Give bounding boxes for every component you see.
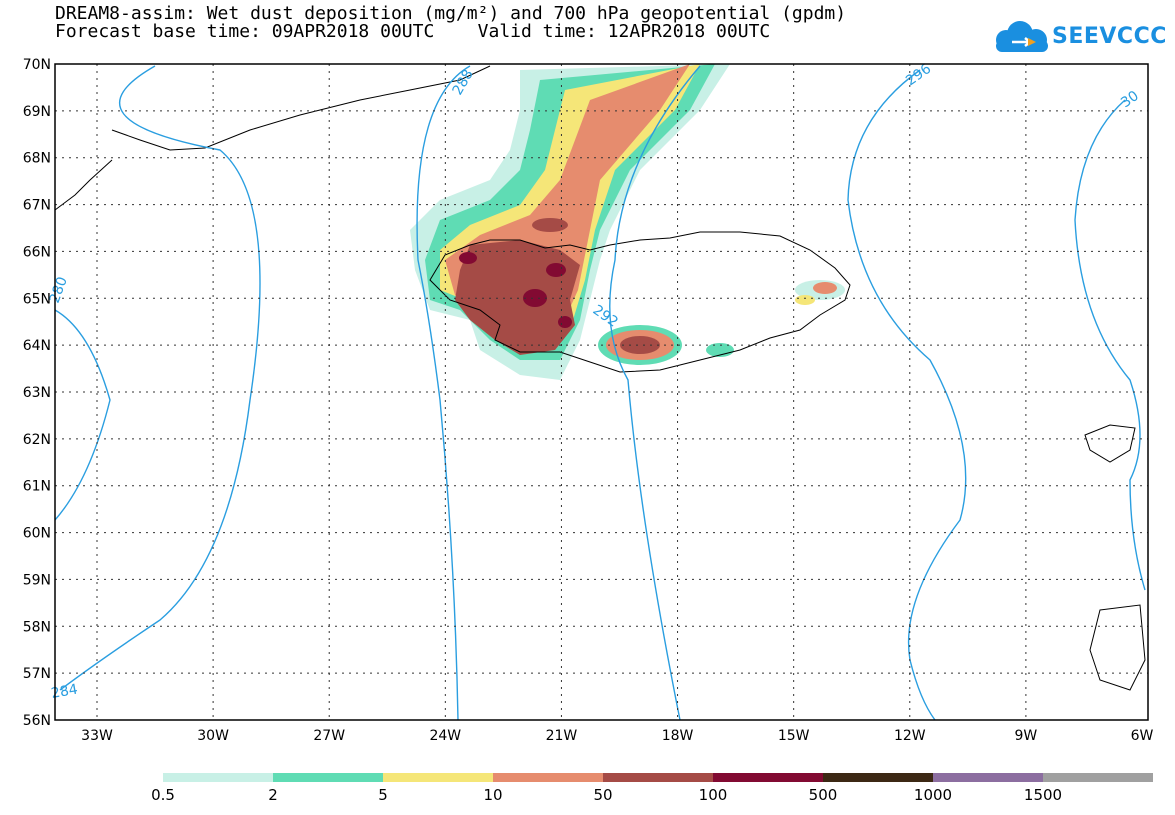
colorbar-swatch [713,773,823,782]
colorbar-label: 5 [378,786,388,804]
lon-label: 15W [778,728,810,744]
lon-label: 9W [1015,728,1038,744]
forecast-time-subtitle: Forecast base time: 09APR2018 00UTC Vali… [55,21,771,42]
colorbar-label: 1000 [913,786,953,804]
contour-label-288: 288 [450,67,477,98]
logo-text: SEEVCCC [1052,24,1167,49]
colorbar-label: 50 [593,786,613,804]
lat-label: 68N [23,151,51,167]
dust-deposition-field [410,64,845,380]
lat-label: 59N [23,572,51,588]
colorbar-swatch [273,773,383,782]
colorbar-swatch [933,773,1043,782]
contour-label-292: 292 [590,302,621,330]
gridlines [55,64,1148,720]
colorbar-swatch [823,773,933,782]
geopotential-contours [54,65,1146,721]
coastline [54,65,1146,691]
lon-label: 24W [429,728,461,744]
contour-label-30: 30 [1118,88,1142,111]
lon-label: 12W [894,728,926,744]
lat-label: 57N [23,666,51,682]
map-title: DREAM8-assim: Wet dust deposition (mg/m²… [55,3,847,24]
lon-label: 30W [197,728,229,744]
lat-label: 70N [23,57,51,73]
map-frame [54,63,1149,721]
colorbar-label: 2 [268,786,278,804]
contour-label-296: 296 [903,61,934,89]
colorbar-swatch [603,773,713,782]
lat-label: 65N [23,291,51,307]
lat-label: 69N [23,104,51,120]
colorbar-label: 0.5 [151,786,175,804]
cloud-icon [996,21,1048,52]
lon-label: 27W [313,728,345,744]
lat-label: 66N [23,244,51,260]
colorbar-label: 1500 [1023,786,1063,804]
colorbar-label: 100 [698,786,728,804]
colorbar-swatch [383,773,493,782]
lat-label: 64N [23,338,51,354]
colorbar-swatch [493,773,603,782]
colorbar-swatch [163,773,273,782]
lon-label: 21W [546,728,578,744]
lat-label: 60N [23,526,51,542]
lat-label: 56N [23,713,51,729]
colorbar [163,773,1153,782]
lat-label: 58N [23,619,51,635]
lat-label: 61N [23,479,51,495]
lat-label: 63N [23,385,51,401]
colorbar-label: 500 [808,786,838,804]
lon-label: 33W [81,728,113,744]
colorbar-swatch [1043,773,1153,782]
lat-label: 67N [23,198,51,214]
colorbar-label: 10 [483,786,503,804]
lon-label: 6W [1131,728,1154,744]
contour-label-284: 284 [50,682,79,702]
lon-label: 18W [662,728,694,744]
lat-label: 62N [23,432,51,448]
